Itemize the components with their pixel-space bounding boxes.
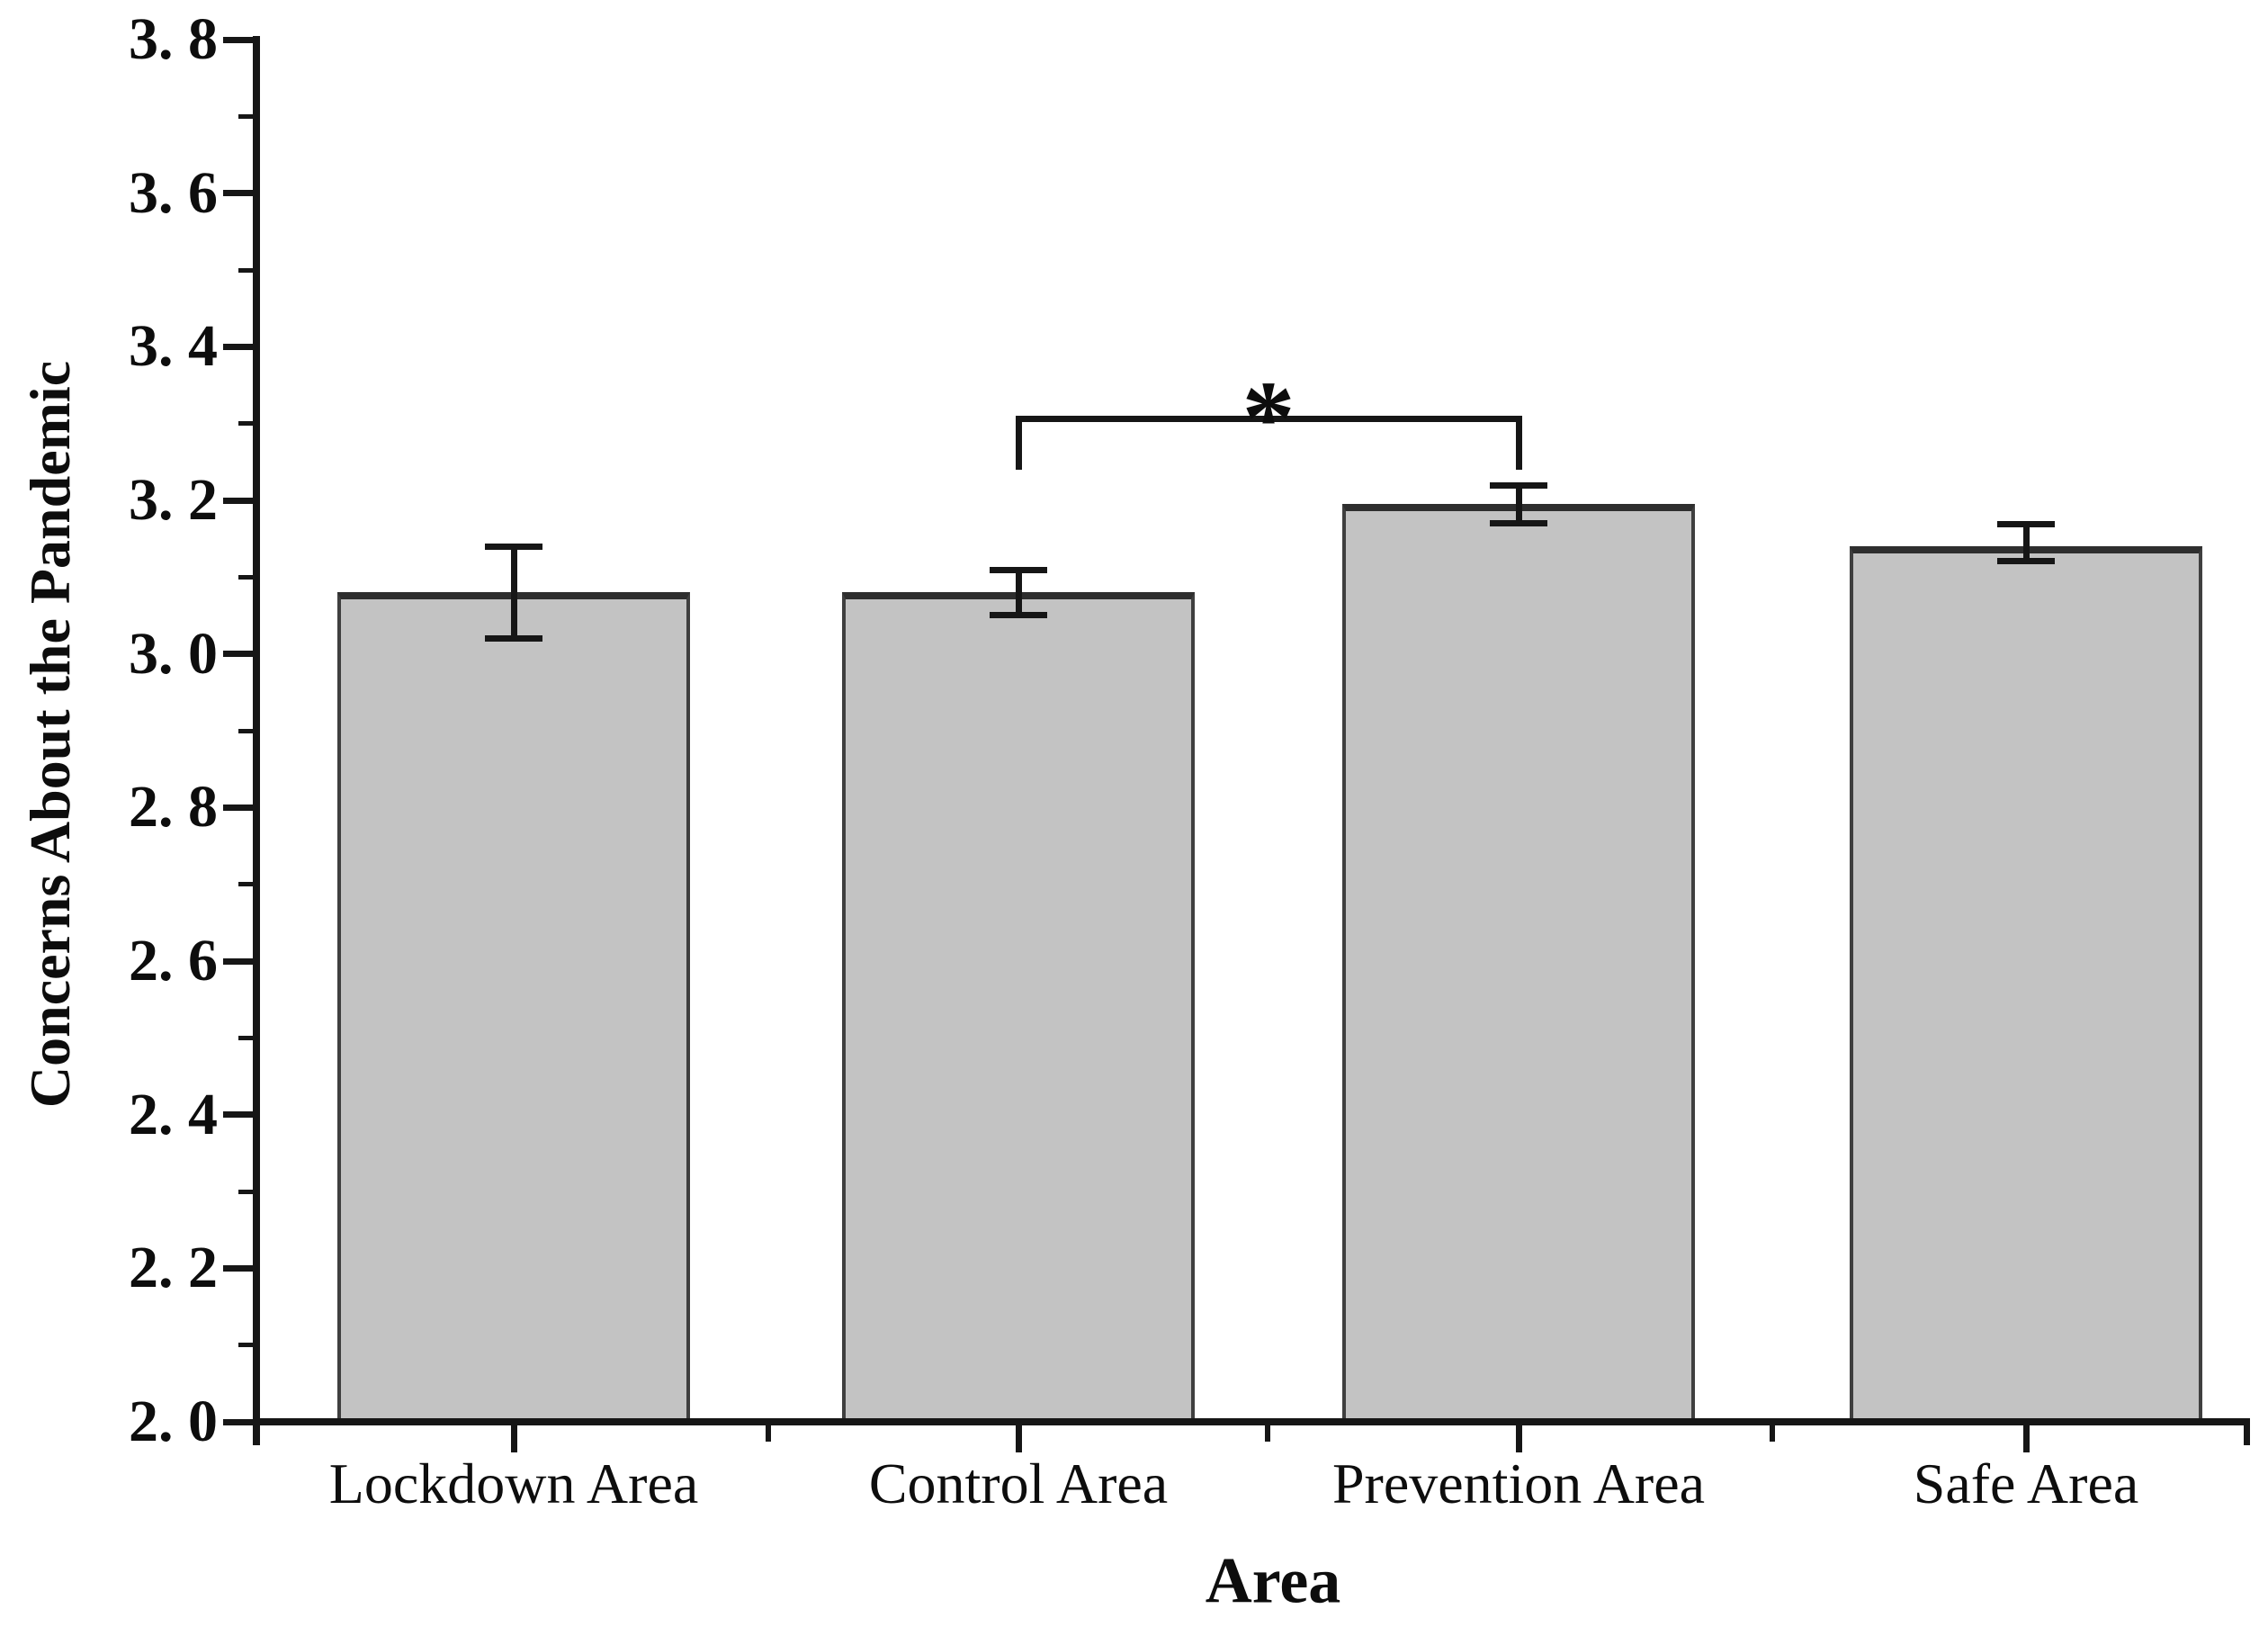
error-bar-stem-prevention-area <box>1515 484 1522 524</box>
y-axis-spine <box>253 36 260 1445</box>
x-category-tick <box>1515 1425 1522 1452</box>
y-minor-tick <box>238 1343 256 1348</box>
y-major-tick <box>223 804 256 811</box>
y-major-tick <box>223 1418 256 1425</box>
y-minor-tick <box>238 1035 256 1040</box>
error-bar-cap-bottom-lockdown-area <box>485 634 542 642</box>
y-major-tick <box>223 1111 256 1119</box>
y-major-tick <box>223 1264 256 1272</box>
error-bar-cap-bottom-prevention-area <box>1490 519 1547 526</box>
y-tick-label: 2. 4 <box>129 1081 218 1147</box>
x-boundary-tick <box>766 1425 771 1442</box>
x-category-tick <box>1015 1425 1022 1452</box>
x-tick-label-control-area: Control Area <box>868 1452 1169 1515</box>
y-major-tick <box>223 343 256 350</box>
x-boundary-tick <box>253 1425 260 1445</box>
x-axis-end-tick <box>2244 1422 2250 1445</box>
bar-lockdown-area <box>337 592 690 1422</box>
x-boundary-tick <box>1265 1425 1270 1442</box>
y-tick-label: 3. 8 <box>129 6 218 73</box>
y-minor-tick <box>238 728 256 733</box>
bar-safe-area <box>1850 546 2202 1422</box>
error-bar-cap-top-lockdown-area <box>485 544 542 551</box>
y-tick-label: 2. 6 <box>129 928 218 994</box>
y-tick-label: 3. 2 <box>129 467 218 534</box>
y-major-tick <box>223 497 256 504</box>
error-bar-stem-control-area <box>1015 569 1022 616</box>
error-bar-cap-top-control-area <box>990 566 1047 573</box>
y-minor-tick <box>238 882 256 887</box>
y-minor-tick <box>238 267 256 273</box>
y-major-tick <box>223 190 256 197</box>
bar-control-area <box>842 592 1195 1422</box>
y-tick-label: 3. 4 <box>129 313 218 380</box>
y-major-tick <box>223 957 256 965</box>
y-major-tick <box>223 36 256 43</box>
significance-bracket-leg-right <box>1515 416 1522 470</box>
significance-bracket-line <box>1015 416 1522 423</box>
error-bar-cap-top-safe-area <box>1997 520 2055 527</box>
y-tick-label: 3. 0 <box>129 620 218 687</box>
x-axis-line <box>253 1418 2250 1425</box>
y-minor-tick <box>238 574 256 580</box>
error-bar-stem-lockdown-area <box>510 546 517 639</box>
y-minor-tick <box>238 421 256 427</box>
x-tick-label-prevention-area: Prevention Area <box>1331 1452 1706 1515</box>
y-minor-tick <box>238 113 256 119</box>
y-tick-label: 3. 6 <box>129 159 218 226</box>
error-bar-stem-safe-area <box>2022 523 2030 562</box>
y-minor-tick <box>238 1189 256 1194</box>
x-axis-title: Area <box>1205 1544 1341 1617</box>
x-tick-label-lockdown-area: Lockdown Area <box>328 1452 699 1515</box>
x-tick-label-safe-area: Safe Area <box>1913 1452 2139 1515</box>
x-boundary-tick <box>1770 1425 1775 1442</box>
significance-bracket-leg-left <box>1015 416 1022 470</box>
y-tick-label: 2. 8 <box>129 774 218 840</box>
y-major-tick <box>223 651 256 658</box>
error-bar-cap-bottom-safe-area <box>1997 558 2055 565</box>
error-bar-cap-bottom-control-area <box>990 612 1047 619</box>
error-bar-cap-top-prevention-area <box>1490 481 1547 489</box>
x-category-tick <box>2022 1425 2030 1452</box>
y-tick-label: 2. 0 <box>129 1389 218 1454</box>
bar-prevention-area <box>1342 504 1695 1422</box>
significance-asterisk: * <box>1242 359 1295 478</box>
y-tick-label: 2. 2 <box>129 1235 218 1301</box>
x-category-tick <box>510 1425 517 1452</box>
